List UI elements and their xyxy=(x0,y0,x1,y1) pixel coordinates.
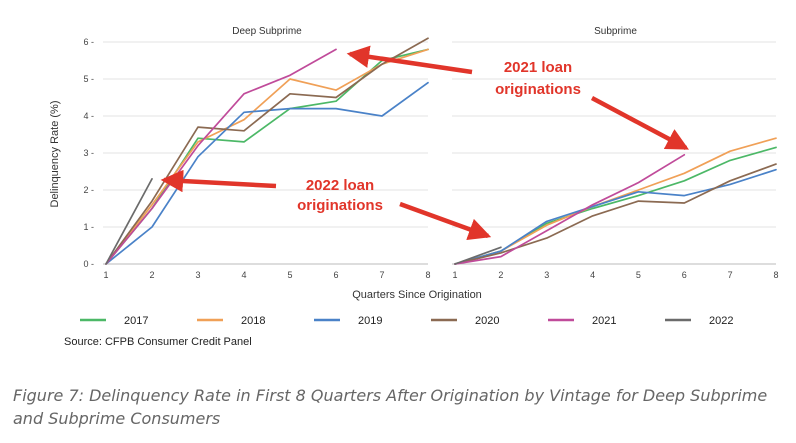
y-tick-label: 3 - xyxy=(83,148,94,158)
panel-subprime: Subprime 1 2 3 4 5 6 7 8 xyxy=(452,26,779,280)
y-tick-label: 4 - xyxy=(83,111,94,121)
x-tick-label: 4 xyxy=(241,270,246,280)
y-tick-label: 1 - xyxy=(83,222,94,232)
legend-item-2020: 2020 xyxy=(431,315,499,327)
series-line-deep-subprime-2020 xyxy=(105,37,429,265)
legend-label-2022: 2022 xyxy=(709,315,733,327)
series-line-deep-subprime-2021 xyxy=(105,48,337,265)
y-tick-label: 0 - xyxy=(83,259,94,269)
series-line-deep-subprime-2017 xyxy=(105,48,429,265)
chart-figure: Delinquency Rate (%) Quarters Since Orig… xyxy=(49,26,779,348)
legend-item-2018: 2018 xyxy=(197,315,265,327)
arrow-2021-to-subprime xyxy=(590,96,689,150)
series-line-subprime-2020 xyxy=(454,163,777,265)
x-tick-label: 1 xyxy=(452,270,457,280)
x-tick-label: 8 xyxy=(773,270,778,280)
panel-deep-subprime: Deep Subprime 0 - 1 - 2 - 3 - 4 - 5 - 6 - 1 2 3 4 5 6… xyxy=(83,26,430,280)
x-tick-label: 8 xyxy=(425,270,430,280)
series-line-subprime-2021 xyxy=(454,153,686,265)
arrow-2022-to-deep-subprime xyxy=(160,169,277,193)
annotation-2021: 2021 loan originations xyxy=(346,45,689,150)
series-line-subprime-2017 xyxy=(454,146,777,265)
x-axis-title: Quarters Since Origination xyxy=(352,289,482,301)
annotation-2022: 2022 loan originations xyxy=(160,169,492,241)
x-tick-label: 3 xyxy=(544,270,549,280)
x-tick-label: 2 xyxy=(498,270,503,280)
chart-legend: 2017 2018 2019 2020 2021 2022 xyxy=(80,315,733,327)
x-tick-label: 3 xyxy=(195,270,200,280)
legend-label-2020: 2020 xyxy=(475,315,499,327)
x-tick-label: 2 xyxy=(149,270,154,280)
annotation-2021-line-1: 2021 loan xyxy=(504,59,572,76)
series-line-deep-subprime-2019 xyxy=(105,81,429,265)
legend-item-2019: 2019 xyxy=(314,315,382,327)
x-tick-label: 1 xyxy=(103,270,108,280)
x-tick-label: 7 xyxy=(728,270,733,280)
panel-title-deep-subprime: Deep Subprime xyxy=(232,26,302,37)
series-line-subprime-2022 xyxy=(454,246,502,265)
chart-source: Source: CFPB Consumer Credit Panel xyxy=(64,336,252,348)
x-tick-label: 5 xyxy=(287,270,292,280)
legend-item-2022: 2022 xyxy=(665,315,733,327)
legend-label-2021: 2021 xyxy=(592,315,616,327)
chart-panels: Deep Subprime 0 - 1 - 2 - 3 - 4 - 5 - 6 - 1 2 3 4 5 6… xyxy=(83,26,778,280)
y-tick-label: 5 - xyxy=(83,74,94,84)
annotation-2021-line-2: originations xyxy=(495,81,581,98)
x-tick-label: 7 xyxy=(379,270,384,280)
legend-item-2017: 2017 xyxy=(80,315,148,327)
annotation-2022-line-2: originations xyxy=(297,197,383,214)
x-tick-label: 5 xyxy=(636,270,641,280)
series-line-subprime-2018 xyxy=(454,137,777,265)
x-tick-label: 6 xyxy=(682,270,687,280)
legend-item-2021: 2021 xyxy=(548,315,616,327)
arrow-2021-to-deep-subprime xyxy=(346,45,473,75)
y-axis-title: Delinquency Rate (%) xyxy=(49,101,61,208)
x-tick-label: 4 xyxy=(590,270,595,280)
annotation-2022-line-1: 2022 loan xyxy=(306,177,374,194)
y-tick-label: 6 - xyxy=(83,37,94,47)
figure-caption: Figure 7: Delinquency Rate in First 8 Qu… xyxy=(13,386,768,428)
legend-label-2018: 2018 xyxy=(241,315,265,327)
arrow-2022-to-subprime xyxy=(399,201,492,241)
panel-title-subprime: Subprime xyxy=(594,26,637,37)
series-line-deep-subprime-2018 xyxy=(105,48,429,265)
y-tick-label: 2 - xyxy=(83,185,94,195)
series-line-subprime-2019 xyxy=(454,168,777,265)
legend-label-2019: 2019 xyxy=(358,315,382,327)
series-line-deep-subprime-2022 xyxy=(105,178,153,265)
legend-label-2017: 2017 xyxy=(124,315,148,327)
x-tick-label: 6 xyxy=(333,270,338,280)
